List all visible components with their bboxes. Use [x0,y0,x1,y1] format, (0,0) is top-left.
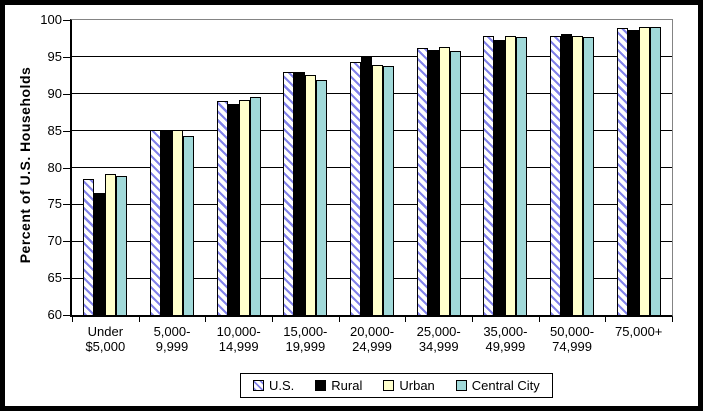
bar-rural [161,129,172,315]
bar-urban [172,129,183,315]
bar-u-s- [416,48,428,315]
y-tick-mark [63,56,70,58]
legend: U.S. Rural Urban Central City [240,373,553,398]
legend-label: Central City [471,378,540,393]
legend-item: U.S. [253,378,294,393]
bar-rural [227,104,239,315]
bar-groups [72,20,672,315]
y-tick-mark [63,93,70,95]
x-category-label: 10,000- 14,999 [216,324,261,354]
x-category-label: 35,000- 49,999 [483,324,528,354]
x-tick-mark [605,317,607,322]
bar-central-city [583,36,595,315]
bar-rural [361,56,373,315]
bar-central-city [116,176,128,315]
y-tick-label: 60 [47,307,62,322]
bar-central-city [316,79,328,315]
x-category-label: Under $5,000 [85,324,126,354]
bar-urban [438,47,450,315]
legend-item: Urban [383,378,435,393]
bar-u-s- [483,36,495,315]
y-tick-label: 95 [47,48,62,64]
x-tick-mark [338,317,340,322]
y-tick-mark [63,278,70,280]
plot-area [70,19,673,317]
x-tick-mark [472,317,473,322]
x-tick-mark [538,317,540,322]
bar-rural [561,34,573,315]
legend-swatch-central-city [455,380,467,391]
y-tick-label: 80 [47,159,62,175]
y-tick-mark [63,315,70,316]
bar-group [272,20,339,315]
bar-urban [372,65,384,315]
bar-group [139,20,206,315]
bar-central-city [249,97,261,315]
y-tick-label: 100 [40,12,62,27]
legend-swatch-rural [315,380,327,391]
bar-central-city [183,135,194,315]
bar-group [539,20,606,315]
bar-central-city [516,36,528,315]
bar-group [405,20,472,315]
bar-group [339,20,406,315]
x-category-label: 50,000- 74,999 [549,324,595,354]
x-axis-labels: Under $5,000 5,000- 9,999 10,000- 14,999 15,00… [72,324,672,354]
bar-rural [627,29,639,315]
y-tick-label: 65 [47,270,62,286]
x-category-label: 5,000- 9,999 [153,324,191,354]
y-tick-mark [63,167,70,169]
bar-central-city [383,66,395,315]
bar-rural [94,193,106,315]
bar-central-city [449,50,461,315]
x-category-label: 20,000- 24,999 [349,324,395,354]
x-category-label: 25,000- 34,999 [416,324,461,354]
x-tick-mark [672,317,673,322]
y-tick-label: 70 [47,233,62,249]
bar-urban [505,35,517,315]
x-tick-mark [205,317,207,322]
y-tick-mark [63,241,70,243]
bar-group [72,20,139,315]
y-tick-label: 75 [47,196,62,212]
x-tick-mark [138,317,140,322]
bar-group [205,20,272,315]
y-tick-mark [63,20,70,21]
bar-group [605,20,672,315]
x-category-label: 15,000- 19,999 [283,324,328,354]
bar-rural [427,50,439,315]
x-category-label: 75,000+ [615,324,663,339]
bar-urban [572,35,584,315]
legend-label: Urban [399,378,435,393]
legend-item: Central City [455,378,540,393]
y-tick-mark [63,130,70,132]
x-tick-mark [72,317,73,322]
x-tick-mark [405,317,407,322]
legend-label: U.S. [269,378,295,393]
legend-swatch-u-s- [253,380,264,391]
legend-swatch-urban [383,380,395,391]
bar-u-s- [83,178,95,315]
bar-urban [638,27,650,315]
bar-u-s- [283,72,295,315]
legend-item: Rural [315,378,362,393]
x-tick-mark [272,317,273,322]
bar-rural [294,71,306,315]
bar-u-s- [150,129,161,315]
y-tick-label: 90 [47,85,62,101]
y-tick-mark [63,204,70,206]
bar-u-s- [350,62,362,315]
bar-urban [305,74,317,315]
bar-u-s- [216,101,228,315]
bar-urban [105,174,117,315]
y-tick-label: 85 [47,122,62,138]
legend-label: Rural [331,378,363,393]
bar-urban [238,100,250,315]
bar-u-s- [550,35,562,315]
bar-rural [494,39,506,315]
bar-central-city [649,27,661,315]
bar-group [472,20,539,315]
bar-u-s- [616,28,628,315]
